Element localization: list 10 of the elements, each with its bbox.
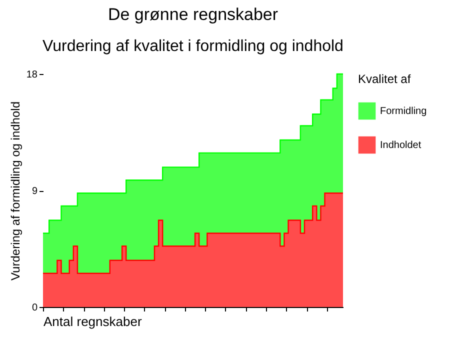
chart-subtitle: Vurdering af kvalitet i formidling og indhold xyxy=(42,38,344,55)
x-axis-title: Antal regnskaber xyxy=(44,314,142,329)
legend-title: Kvalitet af xyxy=(358,72,412,86)
y-tick-label: 18 xyxy=(26,70,38,80)
y-axis-title: Vurdering af formidling og indhold xyxy=(8,102,22,280)
chart-title: De grønne regnskaber xyxy=(108,5,278,24)
legend-label: Indholdet xyxy=(380,140,422,151)
legend-label: Formidling xyxy=(380,106,427,117)
y-tick-label: 9 xyxy=(32,186,38,197)
y-tick-label: 0 xyxy=(32,302,38,314)
